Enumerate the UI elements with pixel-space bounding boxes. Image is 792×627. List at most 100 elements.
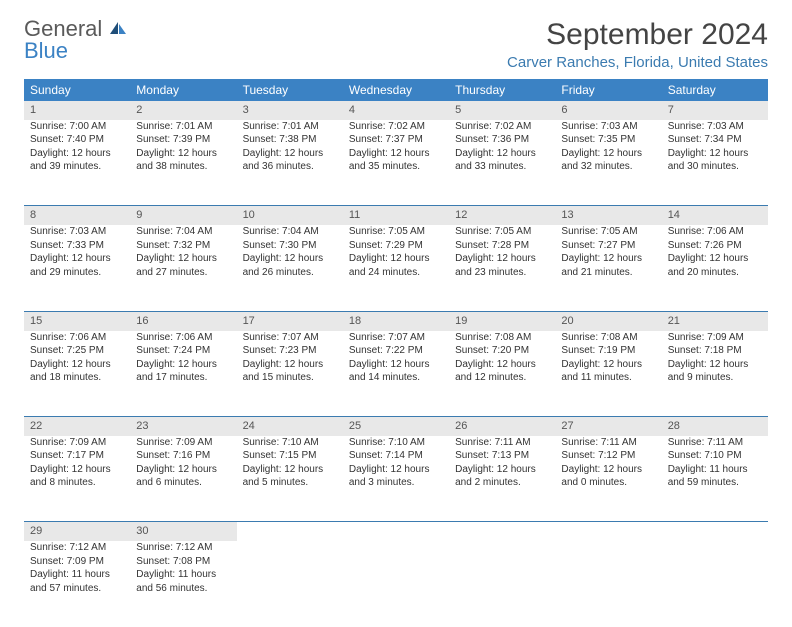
day-number-cell: 30 — [130, 522, 236, 541]
day-number-cell: 14 — [662, 206, 768, 225]
day-content-cell: Sunrise: 7:03 AMSunset: 7:33 PMDaylight:… — [24, 225, 130, 311]
day-content-cell: Sunrise: 7:06 AMSunset: 7:26 PMDaylight:… — [662, 225, 768, 311]
daylight: Daylight: 12 hours and 29 minutes. — [30, 252, 124, 279]
daylight: Daylight: 12 hours and 35 minutes. — [349, 147, 443, 174]
day-content-cell: Sunrise: 7:03 AMSunset: 7:34 PMDaylight:… — [662, 120, 768, 206]
day-number-cell: 7 — [662, 101, 768, 120]
daylight: Daylight: 11 hours and 59 minutes. — [668, 463, 762, 490]
sunset: Sunset: 7:19 PM — [561, 344, 655, 358]
content-row: Sunrise: 7:12 AMSunset: 7:09 PMDaylight:… — [24, 541, 768, 627]
day-content-cell — [237, 541, 343, 627]
day-content-cell: Sunrise: 7:06 AMSunset: 7:25 PMDaylight:… — [24, 331, 130, 417]
daynum-row: 891011121314 — [24, 206, 768, 225]
daylight: Daylight: 12 hours and 33 minutes. — [455, 147, 549, 174]
sunrise: Sunrise: 7:03 AM — [30, 225, 124, 239]
sunrise: Sunrise: 7:05 AM — [349, 225, 443, 239]
daylight: Daylight: 12 hours and 32 minutes. — [561, 147, 655, 174]
daynum-row: 15161718192021 — [24, 311, 768, 330]
day-number-cell: 1 — [24, 101, 130, 120]
daylight: Daylight: 12 hours and 15 minutes. — [243, 358, 337, 385]
day-content-cell — [555, 541, 661, 627]
sunrise: Sunrise: 7:05 AM — [455, 225, 549, 239]
day-content-cell: Sunrise: 7:06 AMSunset: 7:24 PMDaylight:… — [130, 331, 236, 417]
day-number-cell: 5 — [449, 101, 555, 120]
sunrise: Sunrise: 7:06 AM — [30, 331, 124, 345]
daylight: Daylight: 12 hours and 9 minutes. — [668, 358, 762, 385]
daylight: Daylight: 12 hours and 6 minutes. — [136, 463, 230, 490]
sunrise: Sunrise: 7:03 AM — [561, 120, 655, 134]
daylight: Daylight: 12 hours and 11 minutes. — [561, 358, 655, 385]
day-content-cell: Sunrise: 7:10 AMSunset: 7:15 PMDaylight:… — [237, 436, 343, 522]
sunset: Sunset: 7:29 PM — [349, 239, 443, 253]
sunrise: Sunrise: 7:01 AM — [136, 120, 230, 134]
day-content-cell: Sunrise: 7:03 AMSunset: 7:35 PMDaylight:… — [555, 120, 661, 206]
day-number-cell: 28 — [662, 417, 768, 436]
content-row: Sunrise: 7:03 AMSunset: 7:33 PMDaylight:… — [24, 225, 768, 311]
sunset: Sunset: 7:28 PM — [455, 239, 549, 253]
day-content-cell: Sunrise: 7:10 AMSunset: 7:14 PMDaylight:… — [343, 436, 449, 522]
weekday-header-row: Sunday Monday Tuesday Wednesday Thursday… — [24, 79, 768, 101]
day-content-cell: Sunrise: 7:11 AMSunset: 7:12 PMDaylight:… — [555, 436, 661, 522]
sunrise: Sunrise: 7:11 AM — [455, 436, 549, 450]
sunrise: Sunrise: 7:10 AM — [243, 436, 337, 450]
sunrise: Sunrise: 7:09 AM — [136, 436, 230, 450]
daynum-row: 1234567 — [24, 101, 768, 120]
daylight: Daylight: 12 hours and 3 minutes. — [349, 463, 443, 490]
day-number-cell: 6 — [555, 101, 661, 120]
sunset: Sunset: 7:10 PM — [668, 449, 762, 463]
sunset: Sunset: 7:33 PM — [30, 239, 124, 253]
day-number-cell: 8 — [24, 206, 130, 225]
day-content-cell: Sunrise: 7:05 AMSunset: 7:29 PMDaylight:… — [343, 225, 449, 311]
sunset: Sunset: 7:23 PM — [243, 344, 337, 358]
sunrise: Sunrise: 7:02 AM — [349, 120, 443, 134]
day-content-cell: Sunrise: 7:08 AMSunset: 7:20 PMDaylight:… — [449, 331, 555, 417]
day-number-cell — [555, 522, 661, 541]
day-content-cell: Sunrise: 7:02 AMSunset: 7:36 PMDaylight:… — [449, 120, 555, 206]
day-content-cell: Sunrise: 7:12 AMSunset: 7:08 PMDaylight:… — [130, 541, 236, 627]
sunset: Sunset: 7:27 PM — [561, 239, 655, 253]
sunrise: Sunrise: 7:04 AM — [243, 225, 337, 239]
weekday-header: Friday — [555, 79, 661, 101]
daylight: Daylight: 12 hours and 20 minutes. — [668, 252, 762, 279]
day-number-cell: 3 — [237, 101, 343, 120]
day-content-cell: Sunrise: 7:01 AMSunset: 7:38 PMDaylight:… — [237, 120, 343, 206]
day-number-cell: 27 — [555, 417, 661, 436]
sunset: Sunset: 7:08 PM — [136, 555, 230, 569]
day-number-cell: 12 — [449, 206, 555, 225]
day-content-cell: Sunrise: 7:07 AMSunset: 7:22 PMDaylight:… — [343, 331, 449, 417]
day-number-cell: 13 — [555, 206, 661, 225]
daylight: Daylight: 12 hours and 23 minutes. — [455, 252, 549, 279]
daynum-row: 2930 — [24, 522, 768, 541]
weekday-header: Saturday — [662, 79, 768, 101]
sunrise: Sunrise: 7:07 AM — [349, 331, 443, 345]
daylight: Daylight: 12 hours and 14 minutes. — [349, 358, 443, 385]
day-number-cell: 15 — [24, 311, 130, 330]
content-row: Sunrise: 7:09 AMSunset: 7:17 PMDaylight:… — [24, 436, 768, 522]
day-content-cell — [662, 541, 768, 627]
day-number-cell: 4 — [343, 101, 449, 120]
content-row: Sunrise: 7:06 AMSunset: 7:25 PMDaylight:… — [24, 331, 768, 417]
daylight: Daylight: 11 hours and 56 minutes. — [136, 568, 230, 595]
sunset: Sunset: 7:09 PM — [30, 555, 124, 569]
day-number-cell — [237, 522, 343, 541]
day-content-cell: Sunrise: 7:12 AMSunset: 7:09 PMDaylight:… — [24, 541, 130, 627]
sunset: Sunset: 7:32 PM — [136, 239, 230, 253]
header: General Blue September 2024 Carver Ranch… — [24, 18, 768, 71]
daynum-row: 22232425262728 — [24, 417, 768, 436]
day-number-cell — [662, 522, 768, 541]
day-number-cell: 16 — [130, 311, 236, 330]
daylight: Daylight: 12 hours and 26 minutes. — [243, 252, 337, 279]
sunset: Sunset: 7:20 PM — [455, 344, 549, 358]
sunrise: Sunrise: 7:03 AM — [668, 120, 762, 134]
day-number-cell: 2 — [130, 101, 236, 120]
sunrise: Sunrise: 7:09 AM — [30, 436, 124, 450]
daylight: Daylight: 12 hours and 2 minutes. — [455, 463, 549, 490]
sunset: Sunset: 7:40 PM — [30, 133, 124, 147]
daylight: Daylight: 12 hours and 8 minutes. — [30, 463, 124, 490]
day-content-cell: Sunrise: 7:01 AMSunset: 7:39 PMDaylight:… — [130, 120, 236, 206]
daylight: Daylight: 12 hours and 17 minutes. — [136, 358, 230, 385]
day-number-cell — [343, 522, 449, 541]
day-content-cell — [343, 541, 449, 627]
day-content-cell: Sunrise: 7:04 AMSunset: 7:30 PMDaylight:… — [237, 225, 343, 311]
logo-text: General Blue — [24, 18, 128, 62]
